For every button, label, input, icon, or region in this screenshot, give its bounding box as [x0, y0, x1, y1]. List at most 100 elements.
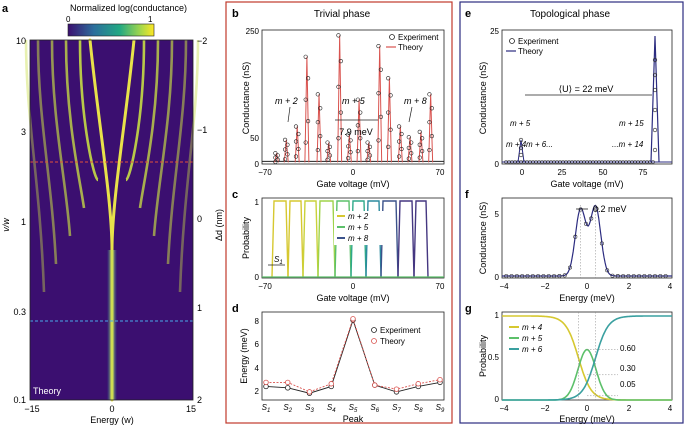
f-exp-point	[520, 274, 525, 279]
b-exp-point	[336, 136, 341, 141]
c-axes	[261, 197, 445, 279]
f-exp-point	[626, 274, 631, 279]
b-exp-point	[327, 153, 333, 158]
f-plot	[502, 204, 672, 279]
b-exp-point	[420, 136, 425, 141]
c-s1: S1	[274, 255, 283, 266]
f-x-tick: 0	[585, 282, 590, 291]
d-plot: S1 S2 S3 S4 S5 S6 S7 S8 S9	[262, 316, 445, 414]
b-exp-point	[305, 76, 311, 81]
b-exp-point	[315, 120, 320, 125]
a-y-tick: 0.3	[13, 307, 26, 317]
panel-b: b Trivial phase Conductance (nS) 0 50 25…	[232, 8, 445, 189]
b-exp-point	[378, 114, 383, 119]
b-exp-point	[285, 152, 290, 157]
f-exp-point	[647, 274, 652, 279]
d-x-tick-sub: 7	[398, 408, 402, 414]
f-exp-point	[504, 274, 509, 279]
f-y-tick: 0	[495, 273, 500, 282]
theory-label: Theory	[33, 386, 62, 396]
d-legend-th-marker	[371, 338, 377, 344]
b-exp-point	[315, 92, 320, 97]
b-exp-point	[346, 132, 351, 137]
b-exp-point	[348, 150, 353, 155]
panel-e: e Topological phase Conductance (nS) 0 2…	[465, 8, 673, 189]
b-x-tick: −70	[258, 168, 272, 177]
a-r-tick: 2	[197, 395, 202, 405]
b-theory-peak	[366, 142, 372, 163]
d-x-tick-sub: 9	[441, 408, 445, 414]
c-y-title: Probability	[241, 216, 251, 259]
b-x-tick: 0	[351, 168, 356, 177]
heatmap-bands	[24, 38, 200, 402]
b-exp-point	[336, 33, 341, 38]
e-legend-exp-marker	[509, 38, 515, 44]
b-exp-point	[367, 144, 373, 149]
b-y-tick: 50	[250, 134, 259, 143]
b-exp-point	[388, 127, 393, 132]
c-y-tick: 1	[255, 198, 260, 207]
b-x-tick: 70	[436, 168, 445, 177]
b-exp-point	[409, 151, 414, 156]
e-exp-point	[652, 107, 658, 113]
a-y-tick: 10	[16, 36, 26, 46]
panel-g-label: g	[465, 303, 472, 315]
b-theory-peak	[418, 131, 424, 163]
f-exp-point	[552, 274, 557, 279]
b-exp-point	[388, 93, 393, 98]
c-x-tick: 70	[436, 282, 445, 291]
f-exp-point	[615, 274, 620, 279]
b-exp-point	[386, 76, 391, 81]
d-x-tick: S5	[349, 403, 358, 414]
b-exp-point	[358, 136, 363, 141]
b-exp-point	[376, 43, 381, 49]
b-exp-point	[325, 149, 330, 154]
f-x-tick: −2	[540, 282, 550, 291]
b-exp-point	[386, 110, 391, 115]
b-exp-point	[376, 91, 381, 96]
a-r-tick: −1	[197, 125, 207, 135]
g-m6-curve	[502, 315, 672, 401]
d-legend-exp-marker	[371, 327, 377, 333]
b-exp-point	[365, 140, 370, 145]
d-point	[393, 386, 400, 392]
b-exp-point	[346, 156, 351, 161]
b-exp-point	[293, 124, 299, 129]
e-u-label: ⟨U⟩ = 22 meV	[559, 84, 614, 94]
e-x-tick: 25	[558, 168, 567, 177]
e-theory-peak	[650, 35, 660, 163]
d-point	[328, 381, 334, 387]
f-exp-point	[663, 274, 668, 279]
b-exp-point	[273, 155, 278, 160]
g-y-tick: 0.5	[488, 353, 500, 362]
g-y-title: Probability	[478, 334, 488, 377]
d-x-tick: S7	[392, 403, 401, 414]
f-exp-point	[594, 206, 599, 211]
e-ann-m14: ...m + 14	[612, 140, 644, 149]
b-ann-arrow	[408, 106, 413, 123]
panel-f: f Conductance (nS) 0 5 −4 −2 0 2 4 Energ…	[465, 189, 673, 303]
d-point	[372, 382, 378, 388]
b-exp-point	[397, 154, 402, 159]
b-exp-point	[397, 139, 402, 144]
heatmap-band	[24, 39, 46, 293]
b-exp-point	[275, 153, 280, 158]
b-exp-point	[282, 147, 288, 152]
b-exp-point	[282, 157, 288, 162]
colorbar-min: 0	[66, 15, 71, 24]
f-exp-point	[610, 273, 615, 278]
b-exp-point	[427, 147, 432, 153]
b-exp-point	[376, 138, 381, 143]
b-exp-point	[420, 149, 425, 154]
b-exp-point	[273, 151, 278, 156]
f-x-tick: 4	[668, 282, 673, 291]
d-x-tick-sub: 2	[288, 408, 293, 414]
e-ann-m4: m + 4	[506, 140, 527, 149]
a-y-tick: 3	[21, 127, 26, 137]
f-exp-point	[583, 221, 588, 226]
b-exp-point	[406, 135, 411, 140]
c-leg-m2: m + 2	[348, 212, 369, 221]
b-y-title: Conductance (nS)	[241, 62, 251, 135]
c-prob-curve	[413, 200, 429, 278]
g-x-tick: 4	[668, 404, 673, 413]
